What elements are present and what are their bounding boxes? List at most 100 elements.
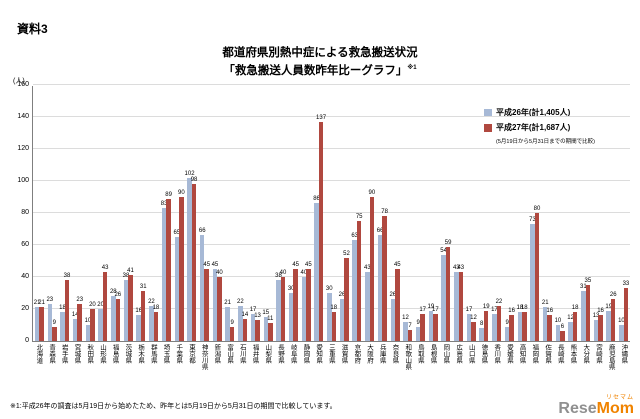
bar-h27: 13 [254,313,261,341]
x-axis-label: 群馬県 [149,344,157,364]
resemom-watermark: リセマム ReseMom [558,392,634,417]
bar-value-label: 22 [495,298,503,305]
x-axis-label: 東京都 [187,344,195,364]
x-axis-label: 大分県 [581,344,589,364]
bar-value-label: 11 [267,316,274,323]
bar-value-label: 78 [381,209,388,216]
bar-value-label: 21 [33,300,41,307]
x-axis-label: 富山県 [225,344,233,364]
bar-value-label: 20 [89,302,96,308]
bar-value-label: 16 [546,308,554,315]
y-tick-label: 100 [17,177,29,184]
bar-h26: 10 [555,318,561,341]
bar-value-label: 59 [444,239,452,246]
bar-h27: 38 [64,273,70,341]
watermark-kana: リセマム [605,395,634,401]
x-axis-label: 新潟県 [212,344,220,364]
legend-swatch [484,123,492,132]
bar-value-label: 23 [46,297,54,304]
bar-value-label: 66 [198,228,206,235]
bar-h26: 19 [428,304,434,341]
legend-label-h26: 平成26年(計1,405人) [496,108,571,117]
bar-group: 12 18 [567,86,580,341]
bar-h26: 12 [567,315,574,341]
bar-h27: 41 [127,268,134,341]
bar-h27: 75 [356,214,363,341]
bar-value-label: 90 [368,190,376,196]
bar-group: 66 78 [376,86,389,341]
bar-h27: 18 [330,305,337,341]
bar-h27: 45 [305,262,312,341]
chart-title: 都道府県別熱中症による救急搬送状況 「救急搬送人員数昨年比ーグラフ」※1 [0,46,640,79]
bar-value-label: 8 [480,321,484,328]
bar-h27: 18 [572,305,578,341]
bar-h27: 21 [38,300,45,341]
bar-group: 40 45 [300,86,313,341]
x-axis-label: 栃木県 [136,344,144,364]
bar-h27: 31 [140,284,147,341]
bar-group: 10 33 [617,86,630,341]
y-axis-unit-label: (人) [13,78,25,85]
x-axis-labels: 北海道 青森県 岩手県 宮城県 秋田県 山形県 福島県 茨城県 栃木県 群馬県 埼玉県 千葉県 東京都神… [32,344,630,370]
gridline [33,84,630,85]
y-tick-label: 140 [17,113,29,120]
bar-value-label: 18 [330,305,338,312]
bar-h27: 40 [280,270,286,341]
bar-h26: 21 [34,300,40,341]
bar-group: 54 59 [440,86,453,341]
bar-value-label: 40 [300,270,308,276]
x-axis-label: 千葉県 [174,344,182,364]
bar-value-label: 66 [376,228,384,235]
bar-group: 21 21 [33,86,46,341]
bar-h27: 33 [623,281,629,341]
bar-group: 9 16 [503,86,516,341]
x-axis-label: 島根県 [429,344,437,364]
bar-h26: 30 [288,286,295,341]
x-axis-label: 徳島県 [480,344,488,364]
bar-value-label: 38 [63,273,71,280]
bar-value-label: 18 [520,305,528,312]
legend-label-h27: 平成27年(計1,687人) [496,123,571,132]
bar-value-label: 26 [114,292,122,299]
bar-value-label: 6 [560,324,565,331]
bar-value-label: 16 [508,308,515,315]
legend-item-h27: 平成27年(計1,687人) [484,122,595,133]
bar-value-label: 54 [440,247,447,254]
watermark-part1: Rese [558,400,597,417]
y-tick-label: 80 [21,209,29,216]
bar-h27: 40 [216,270,223,341]
bar-h27: 18 [153,305,159,341]
bar-value-label: 17 [249,306,257,313]
bar-h26: 26 [339,292,345,341]
bar-value-label: 73 [529,217,536,224]
bar-value-label: 45 [305,262,312,268]
chart-legend: 平成26年(計1,405人) 平成27年(計1,687人) (5月19日から5月… [484,107,595,145]
bar-value-label: 43 [101,265,109,272]
bar-group: 17 22 [490,86,503,341]
bar-h26: 63 [351,233,358,341]
bar-value-label: 18 [152,305,160,312]
bar-group: 66 45 [198,86,211,341]
bar-value-label: 12 [402,314,409,321]
bar-h27: 9 [229,320,235,341]
x-axis-label: 青森県 [47,344,55,364]
bar-group: 43 43 [452,86,465,341]
x-axis-label: 沖縄県 [619,344,627,364]
x-axis-label: 長野県 [276,344,284,364]
bar-group: 16 31 [135,86,148,341]
bar-h27: 137 [316,115,326,341]
bar-value-label: 19 [605,303,613,310]
bar-value-label: 9 [230,319,234,326]
chart-title-line2: 「救急搬送人員数昨年比ーグラフ」※1 [0,61,640,79]
bar-h27: 12 [470,315,477,341]
y-tick-label: 60 [21,241,29,248]
x-axis-label: 広島県 [454,344,462,364]
bar-value-label: 52 [343,250,350,257]
bar-value-label: 38 [275,273,282,280]
bar-value-label: 12 [567,314,574,321]
x-axis-label: 愛知県 [314,344,322,364]
bar-h26: 43 [453,265,460,341]
bar-value-label: 102 [184,170,195,177]
bar-group: 38 41 [122,86,135,341]
bar-value-label: 31 [579,284,587,291]
